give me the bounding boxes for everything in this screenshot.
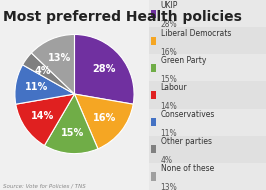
Text: 15%: 15% xyxy=(60,128,84,138)
FancyBboxPatch shape xyxy=(149,136,266,163)
Text: 13%: 13% xyxy=(161,183,177,190)
Text: 14%: 14% xyxy=(161,102,177,111)
Wedge shape xyxy=(31,34,74,94)
Text: Labour: Labour xyxy=(161,83,187,92)
Text: 28%: 28% xyxy=(92,64,116,74)
FancyBboxPatch shape xyxy=(151,37,156,45)
FancyBboxPatch shape xyxy=(149,0,266,27)
Text: Liberal Democrats: Liberal Democrats xyxy=(161,29,231,38)
Text: 16%: 16% xyxy=(93,113,117,123)
FancyBboxPatch shape xyxy=(149,82,266,108)
Text: 11%: 11% xyxy=(25,82,48,93)
FancyBboxPatch shape xyxy=(151,10,156,18)
Text: 16%: 16% xyxy=(161,48,177,57)
Text: Source: Vote for Policies / TNS: Source: Vote for Policies / TNS xyxy=(3,183,85,188)
Wedge shape xyxy=(74,34,134,104)
Wedge shape xyxy=(16,94,74,146)
Text: 28%: 28% xyxy=(161,21,177,29)
FancyBboxPatch shape xyxy=(149,108,266,136)
Text: 14%: 14% xyxy=(31,111,54,121)
FancyBboxPatch shape xyxy=(149,27,266,54)
FancyBboxPatch shape xyxy=(149,163,266,190)
FancyBboxPatch shape xyxy=(151,145,156,153)
Wedge shape xyxy=(15,65,74,104)
FancyBboxPatch shape xyxy=(149,54,266,82)
Wedge shape xyxy=(44,94,98,154)
FancyBboxPatch shape xyxy=(151,91,156,99)
Text: 13%: 13% xyxy=(48,53,71,63)
Text: Green Party: Green Party xyxy=(161,56,206,65)
FancyBboxPatch shape xyxy=(151,118,156,126)
Text: 15%: 15% xyxy=(161,75,177,84)
FancyBboxPatch shape xyxy=(151,64,156,72)
Text: Other parties: Other parties xyxy=(161,137,212,146)
Text: UKIP: UKIP xyxy=(161,2,178,10)
Text: 11%: 11% xyxy=(161,129,177,138)
FancyBboxPatch shape xyxy=(151,172,156,180)
Text: None of these: None of these xyxy=(161,164,214,173)
Wedge shape xyxy=(74,94,133,149)
Text: Conservatives: Conservatives xyxy=(161,110,215,119)
Wedge shape xyxy=(23,53,74,94)
Text: Most preferred Health policies: Most preferred Health policies xyxy=(3,10,242,24)
Text: 4%: 4% xyxy=(161,156,173,165)
Text: 4%: 4% xyxy=(35,66,52,76)
